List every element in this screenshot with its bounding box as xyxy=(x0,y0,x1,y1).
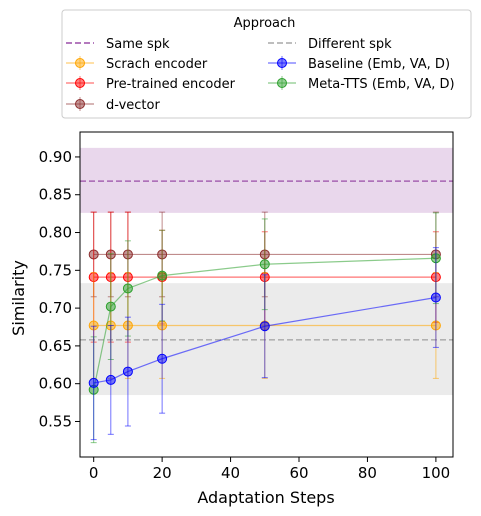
legend-label: Baseline (Emb, VA, D) xyxy=(308,57,450,72)
axes-frame xyxy=(79,131,454,458)
legend-label: Same spk xyxy=(106,37,170,52)
axes: 0 20 40 60 80 100 0.55 0.60 0.65 0.70 0.75 0.80 0.85… xyxy=(39,148,451,482)
legend-entry-scratch: Scrach encoder xyxy=(66,56,208,72)
y-tick-label: 0.80 xyxy=(39,224,72,242)
legend-swatch-marker xyxy=(277,58,287,68)
legend-entry-diff: Different spk xyxy=(268,37,392,52)
legend-entry-meta: Meta-TTS (Emb, VA, D) xyxy=(268,76,455,92)
x-tick-label: 100 xyxy=(422,464,451,482)
data-point-baseline xyxy=(259,321,270,332)
x-tick-label: 80 xyxy=(358,464,377,482)
y-tick-label: 0.90 xyxy=(39,148,72,166)
data-point-meta xyxy=(259,259,270,270)
data-point-meta xyxy=(157,270,168,281)
y-tick-label: 0.65 xyxy=(39,337,72,355)
legend-label: Different spk xyxy=(308,37,392,52)
series-layer xyxy=(88,211,441,444)
y-tick-label: 0.85 xyxy=(39,186,72,204)
legend-label: d-vector xyxy=(106,98,160,113)
data-point-meta xyxy=(122,283,133,294)
legend-label: Scrach encoder xyxy=(106,57,208,72)
data-point-baseline xyxy=(122,366,133,377)
x-tick-label: 60 xyxy=(289,464,308,482)
plot-frame xyxy=(79,131,454,458)
y-tick-label: 0.55 xyxy=(39,412,72,430)
legend-swatch-marker xyxy=(75,99,85,109)
legend-swatch-marker xyxy=(277,78,287,88)
data-point-meta xyxy=(105,301,116,312)
series-baseline xyxy=(88,247,441,441)
reference-bands xyxy=(80,147,453,396)
x-tick-label: 0 xyxy=(89,464,99,482)
data-point-baseline xyxy=(105,374,116,385)
x-axis-label: Adaptation Steps xyxy=(197,488,334,507)
y-tick-label: 0.70 xyxy=(39,299,72,317)
legend-swatch-marker xyxy=(75,58,85,68)
legend-entry-same: Same spk xyxy=(66,37,170,52)
x-tick-label: 40 xyxy=(221,464,240,482)
data-point-baseline xyxy=(430,292,441,303)
legend: Approach Same spk Different spk Scrach enco… xyxy=(61,9,472,119)
series-line-meta xyxy=(93,257,436,390)
y-tick-label: 0.75 xyxy=(39,261,72,279)
data-point-baseline xyxy=(88,377,99,388)
x-tick-label: 20 xyxy=(153,464,172,482)
y-axis-label: Similarity xyxy=(9,260,28,336)
legend-swatch-marker xyxy=(75,78,85,88)
legend-entry-pretrained: Pre-trained encoder xyxy=(66,76,236,92)
legend-label: Pre-trained encoder xyxy=(106,77,236,92)
legend-label: Meta-TTS (Emb, VA, D) xyxy=(308,77,455,92)
legend-entry-dvector: d-vector xyxy=(66,97,160,113)
legend-entry-baseline: Baseline (Emb, VA, D) xyxy=(268,56,450,72)
y-tick-label: 0.60 xyxy=(39,375,72,393)
legend-box xyxy=(61,9,472,119)
legend-title: Approach xyxy=(234,16,296,31)
data-point-baseline xyxy=(157,353,168,364)
